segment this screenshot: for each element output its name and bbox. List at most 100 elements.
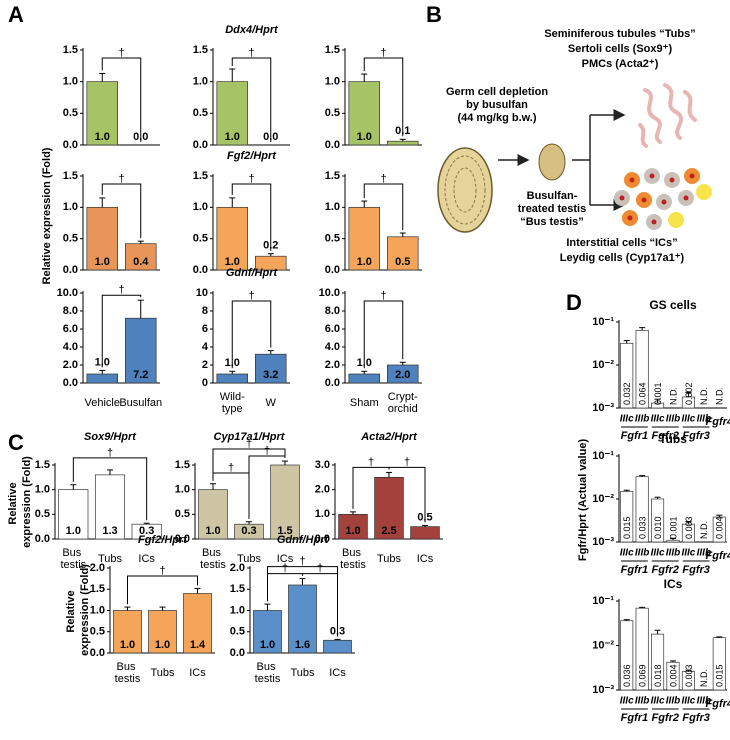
y-tick-label: 0.5 (230, 626, 245, 638)
panel-label: A (8, 2, 24, 27)
bar (148, 610, 177, 654)
chart: 0.02.04.06.08.010.01.0Sham2.0Crypt-orchi… (319, 287, 422, 415)
bar (253, 610, 282, 654)
chart: 0.00.51.01.51.0 0.0† (63, 44, 160, 151)
x-tick-label: IIIb (635, 414, 649, 425)
value-label: 0.5 (395, 256, 410, 268)
chart-title: GS cells (649, 298, 697, 312)
y-tick-label: 10⁻¹ (592, 316, 614, 328)
x-tick-label: Bus testis (340, 547, 366, 571)
y-tick-label: 1.5 (90, 583, 105, 595)
value-label: 3.2 (263, 369, 278, 381)
chart: 0.0 0.5 1.0 1.5 Sox9/Hprt Relative expression… (7, 431, 165, 571)
significance-label: † (299, 556, 305, 568)
significance-bracket (127, 575, 198, 605)
significance-label: † (317, 563, 323, 575)
y-tick-label: 0.0 (63, 377, 78, 389)
bar (124, 243, 157, 271)
y-tick-label: 1.5 (230, 583, 245, 595)
x-tick-label: IIIb (697, 548, 711, 559)
group-label: Fgfr2 (652, 430, 680, 442)
text-line: testis (200, 559, 226, 571)
x-tick-label: Bus testis (200, 547, 226, 571)
y-tick-label: 4.0 (325, 341, 340, 353)
y-tick-label: 1.0 (315, 508, 330, 520)
y-tick-label: 4.0 (63, 341, 78, 353)
y-tick-label: 0.0 (325, 139, 340, 151)
y-tick-label: 10.0 (319, 287, 340, 299)
diagram-text: Busulfan- (527, 190, 578, 202)
value-label: 1.5 (277, 525, 292, 537)
value-label: 1.0 (95, 256, 110, 268)
y-axis-label: Relative expression (Fold) (65, 564, 91, 656)
y-tick-label: 1.0 (193, 201, 208, 213)
value-label: 1.0 (155, 639, 170, 651)
value-label: 0.015 (715, 664, 725, 687)
text-line: orchid (388, 403, 418, 415)
y-tick-label: 1.0 (35, 484, 50, 496)
diagram-text: (44 mg/kg b.w.) (457, 112, 536, 124)
text-line: testis (60, 559, 86, 571)
bar (86, 81, 118, 146)
x-tick-label: W (266, 397, 277, 409)
y-tick-label: 0 (202, 377, 208, 389)
cells (614, 168, 712, 230)
text-line: testis (115, 673, 141, 685)
significance-label: † (264, 445, 270, 457)
y-tick-label: 1.5 (325, 44, 340, 56)
y-tick-label: 0.0 (35, 533, 50, 545)
value-label: 1.0 (120, 639, 135, 651)
chart: 10⁻³ 10⁻² 10⁻¹ Tubs Fgfr/Hprt (Actual value)… (577, 432, 730, 576)
x-tick-label: IIIc (651, 548, 665, 559)
value-label: 0.003 (684, 516, 694, 539)
value-label: N.D. (699, 387, 709, 405)
value-label: 1.0 (357, 131, 372, 143)
cell (696, 184, 712, 200)
y-tick-label: 2.0 (230, 562, 245, 574)
group-label: Fgfr4 (706, 550, 730, 562)
significance-bracket (231, 300, 272, 369)
text-line: Relative (65, 587, 77, 632)
value-label: 0.064 (638, 382, 648, 405)
bar (86, 206, 118, 271)
x-tick-label: ICs (417, 553, 434, 565)
significance-label: † (248, 173, 254, 185)
tubule (683, 90, 697, 122)
text-line: Relative (7, 479, 19, 524)
y-axis-label: Relative expression (Fold) (7, 456, 33, 548)
significance-label: † (159, 565, 165, 577)
x-tick-label: IIIc (620, 548, 634, 559)
y-tick-label: 10.0 (57, 287, 78, 299)
bar (410, 526, 440, 540)
chart-title: Cyp17a1/Hprt (214, 431, 286, 443)
y-tick-label: 1.5 (35, 459, 50, 471)
x-tick-label: IIIc (681, 414, 695, 425)
y-tick-label: 1.0 (325, 201, 340, 213)
y-tick-label: 2 (202, 359, 208, 371)
significance-bracket (231, 183, 272, 251)
diagram-text: Seminiferous tubules “Tubs” (544, 28, 695, 40)
group-label: Fgfr1 (621, 564, 649, 576)
x-tick-label: Vehicle (85, 397, 120, 409)
value-label: 0.004 (715, 516, 725, 539)
y-tick-label: 1.0 (325, 76, 340, 88)
value-label: 0.004 (668, 664, 678, 687)
y-tick-label: 10⁻² (592, 493, 614, 505)
y-tick-label: 0.0 (325, 264, 340, 276)
x-tick-label: Bus testis (60, 547, 86, 571)
value-label: 0.036 (622, 664, 632, 687)
bar (270, 464, 300, 540)
y-tick-label: 1.5 (63, 44, 78, 56)
x-tick-label: IIIb (635, 548, 649, 559)
testis-texture (453, 167, 477, 213)
text-line: type (222, 403, 243, 415)
value-label: 1.0 (66, 525, 81, 537)
text-line: testis (340, 559, 366, 571)
y-tick-label: 1.5 (63, 170, 78, 182)
y-tick-label: 1.0 (230, 604, 245, 616)
y-axis-label: Fgfr/Hprt (Actual value) (577, 439, 589, 562)
chart: 0.0 0.5 1.0 1.5 Cyp17a1/Hprt 1.0 Bus testis 0.3… (175, 431, 303, 571)
y-tick-label: 10⁻² (592, 359, 614, 371)
